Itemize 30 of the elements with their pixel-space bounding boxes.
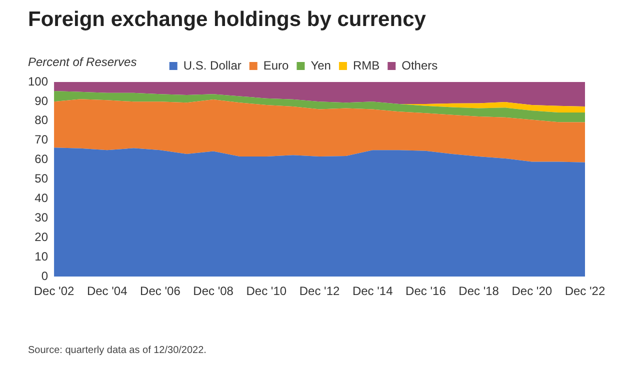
x-tick-label: Dec '22: [564, 284, 606, 298]
x-tick-label: Dec '08: [193, 284, 234, 298]
x-tick-label: Dec '10: [246, 284, 287, 298]
y-tick-label: 0: [41, 268, 48, 283]
x-tick-label: Dec '12: [299, 284, 340, 298]
legend-label: U.S. Dollar: [183, 58, 242, 72]
x-tick-label: Dec '16: [406, 284, 446, 298]
x-tick-label: Dec '14: [352, 284, 394, 298]
y-tick-label: 100: [28, 74, 48, 88]
source-note: Source: quarterly data as of 12/30/2022.: [28, 345, 206, 356]
legend-label: RMB: [352, 58, 380, 72]
x-tick-label: Dec '06: [140, 284, 181, 298]
y-tick-label: 80: [34, 113, 48, 128]
y-tick-label: 50: [34, 172, 48, 186]
x-tick-label: Dec '18: [458, 284, 500, 298]
y-tick-label: 90: [34, 94, 48, 108]
x-tick-label: Dec '04: [86, 284, 128, 298]
y-tick-label: 70: [34, 132, 48, 147]
y-tick-label: 10: [34, 249, 48, 264]
y-tick-label: 40: [34, 191, 48, 206]
chart-title: Foreign exchange holdings by currency: [28, 8, 426, 32]
legend-label: Others: [402, 58, 438, 72]
y-tick-label: 30: [34, 210, 48, 225]
legend-label: Yen: [310, 58, 331, 72]
y-axis-title: Percent of Reserves: [28, 55, 137, 69]
x-tick-label: Dec '02: [34, 284, 75, 298]
y-tick-label: 60: [34, 152, 48, 166]
x-tick-label: Dec '20: [512, 284, 552, 298]
legend-label: Euro: [263, 58, 290, 72]
y-tick-label: 20: [34, 230, 48, 244]
